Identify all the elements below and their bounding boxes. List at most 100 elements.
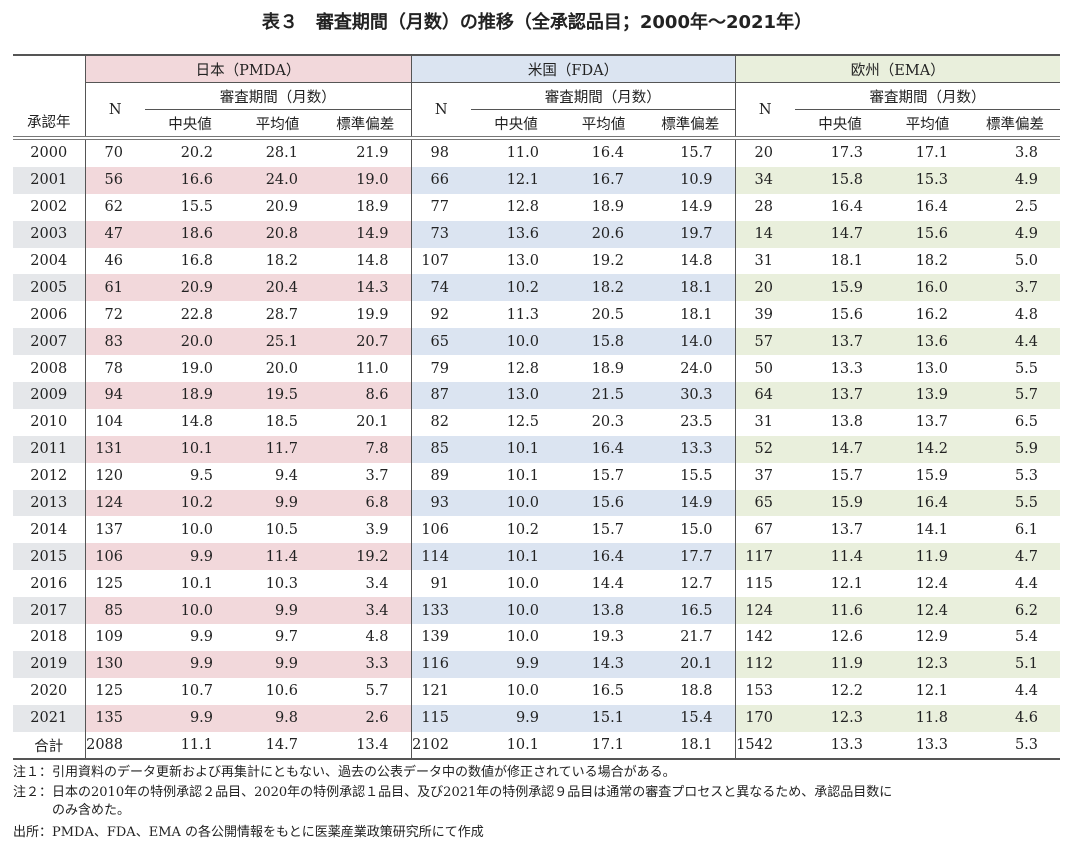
cell-sd-japan: 14.8 xyxy=(356,253,389,269)
cell-median-us: 9.9 xyxy=(471,650,561,678)
cell-sd-japan: 18.9 xyxy=(356,199,389,216)
region-header-eu: 欧州（EMA） xyxy=(734,55,1060,83)
cell-median-japan: 9.9 xyxy=(145,543,235,571)
cell-n-us: 2102 xyxy=(410,731,471,760)
cell-sd-japan: 3.9 xyxy=(365,521,389,538)
cell-mean-japan: 11.7 xyxy=(235,435,320,463)
cell-sd-japan: 3.4 xyxy=(320,597,411,625)
table-row: 2006 72 22.8 28.7 19.9 92 11.3 20.5 18.1 39 15.6 16… xyxy=(13,301,1060,329)
period-header-eu: 審査期間（月数） xyxy=(795,82,1060,110)
cell-median-eu: 13.7 xyxy=(795,382,885,409)
cell-median-eu: 14.7 xyxy=(795,220,885,248)
cell-mean-us: 18.9 xyxy=(591,360,624,377)
table-row: 2005 61 20.9 20.4 14.3 74 10.2 18.2 18.1 20 15.9 16… xyxy=(13,274,1060,302)
cell-median-japan: 10.1 xyxy=(180,575,213,592)
cell-year: 2011 xyxy=(13,435,85,463)
cell-mean-japan: 11.4 xyxy=(235,543,320,571)
cell-mean-japan: 20.4 xyxy=(235,274,320,302)
cell-mean-japan: 10.3 xyxy=(265,575,298,592)
cell-median-japan: 16.6 xyxy=(145,166,235,194)
cell-median-japan: 20.2 xyxy=(180,145,213,162)
cell-mean-eu: 13.0 xyxy=(915,360,948,377)
cell-n-japan: 135 xyxy=(84,704,145,732)
cell-n-us: 66 xyxy=(410,166,471,194)
cell-year: 2014 xyxy=(30,521,68,538)
cell-sd-japan: 7.8 xyxy=(320,435,411,463)
mean-header: 平均値 xyxy=(581,116,626,133)
cell-mean-us: 16.4 xyxy=(561,435,646,463)
cell-n-eu: 37 xyxy=(734,462,795,490)
cell-n-japan: 131 xyxy=(84,435,145,463)
table-row: 2002 62 15.5 20.9 18.9 77 12.8 18.9 14.9 28 16.4 16… xyxy=(13,193,1060,221)
cell-mean-us: 18.2 xyxy=(561,274,646,302)
table-title: 表３ 審査期間（月数）の推移（全承認品目；2000年～2021年） xyxy=(261,12,813,33)
cell-n-eu: 31 xyxy=(734,408,795,436)
cell-n-us: 115 xyxy=(410,704,471,732)
cell-median-us: 12.5 xyxy=(506,414,539,431)
cell-mean-us: 15.1 xyxy=(561,704,646,732)
region-header-us: 米国（FDA） xyxy=(410,55,735,83)
cell-n-eu: 31 xyxy=(734,247,795,275)
cell-n-us: 98 xyxy=(410,138,471,167)
cell-median-eu: 14.7 xyxy=(795,435,885,463)
cell-mean-eu: 15.3 xyxy=(885,166,970,194)
cell-sd-japan: 20.7 xyxy=(320,328,411,356)
cell-sd-japan: 19.0 xyxy=(320,166,411,194)
cell-sd-eu: 4.4 xyxy=(1014,575,1038,592)
cell-median-us: 9.9 xyxy=(471,704,561,732)
cell-n-eu: 67 xyxy=(734,516,795,544)
cell-mean-us: 17.1 xyxy=(591,737,624,754)
cell-sd-us: 14.9 xyxy=(646,489,735,517)
cell-sd-japan: 2.6 xyxy=(320,704,411,732)
cell-sd-us: 15.5 xyxy=(680,468,713,485)
cell-n-japan: 61 xyxy=(84,274,145,302)
cell-mean-japan: 20.0 xyxy=(265,360,298,377)
cell-n-eu: 39 xyxy=(734,301,795,329)
cell-n-japan: 56 xyxy=(84,166,145,194)
cell-median-eu: 15.7 xyxy=(830,468,863,485)
table-row: 2019 130 9.9 9.9 3.3 116 9.9 14.3 20.1 112 11.9 12.… xyxy=(13,650,1060,678)
table-row: 2003 47 18.6 20.8 14.9 73 13.6 20.6 19.7 14 14.7 15… xyxy=(13,220,1060,248)
cell-median-us: 13.0 xyxy=(471,382,561,409)
cell-n-us: 85 xyxy=(410,435,471,463)
cell-median-us: 10.1 xyxy=(471,543,561,571)
cell-n-eu: 117 xyxy=(734,543,795,571)
cell-year: 2020 xyxy=(30,683,68,700)
cell-median-japan: 9.5 xyxy=(189,468,213,485)
cell-sd-eu: 4.4 xyxy=(970,328,1060,356)
cell-sd-eu: 5.3 xyxy=(1014,737,1038,754)
cell-year: 2009 xyxy=(13,382,85,409)
cell-mean-eu: 13.6 xyxy=(885,328,970,356)
cell-n-japan: 70 xyxy=(84,138,145,167)
cell-mean-us: 15.8 xyxy=(561,328,646,356)
sd-header: 標準偏差 xyxy=(986,116,1044,133)
note-2-cont: のみ含めた。 xyxy=(13,803,131,818)
cell-median-eu: 12.1 xyxy=(830,575,863,592)
cell-n-eu: 20 xyxy=(734,274,795,302)
cell-sd-eu: 3.7 xyxy=(970,274,1060,302)
mean-header: 平均値 xyxy=(255,116,300,133)
cell-year: 2005 xyxy=(13,274,85,302)
cell-sd-eu: 5.3 xyxy=(1014,468,1038,485)
cell-year: 2008 xyxy=(30,360,68,377)
cell-n-japan: 137 xyxy=(84,516,145,544)
cell-median-japan: 10.1 xyxy=(145,435,235,463)
cell-median-us: 10.0 xyxy=(506,629,539,646)
cell-mean-eu: 11.9 xyxy=(885,543,970,571)
cell-year: 合計 xyxy=(34,738,64,755)
cell-mean-us: 16.4 xyxy=(561,543,646,571)
cell-sd-eu: 4.7 xyxy=(970,543,1060,571)
cell-n-japan: 109 xyxy=(84,624,145,651)
cell-n-japan: 78 xyxy=(84,355,145,383)
table-row: 2004 46 16.8 18.2 14.8 107 13.0 19.2 14.8 31 18.1 1… xyxy=(13,247,1060,275)
cell-n-eu: 28 xyxy=(734,193,795,221)
cell-median-japan: 10.7 xyxy=(180,683,213,700)
cell-n-eu: 34 xyxy=(734,166,795,194)
cell-sd-us: 30.3 xyxy=(646,382,735,409)
cell-median-us: 10.2 xyxy=(471,274,561,302)
cell-n-eu: 20 xyxy=(734,138,795,167)
cell-n-us: 74 xyxy=(410,274,471,302)
cell-sd-us: 15.7 xyxy=(680,145,713,162)
cell-sd-us: 18.8 xyxy=(680,683,713,700)
cell-sd-japan: 3.3 xyxy=(320,650,411,678)
